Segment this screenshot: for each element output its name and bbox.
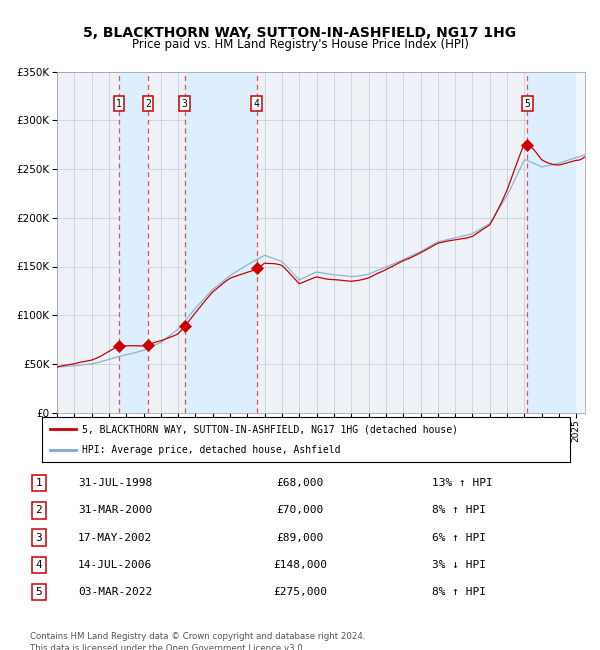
Bar	[119, 72, 148, 413]
Text: £148,000: £148,000	[273, 560, 327, 570]
Bar	[577, 72, 585, 413]
Text: 2: 2	[145, 99, 151, 109]
Text: 1: 1	[116, 99, 122, 109]
Text: HPI: Average price, detached house, Ashfield: HPI: Average price, detached house, Ashf…	[82, 445, 340, 456]
Text: 5: 5	[35, 587, 43, 597]
Bar	[527, 72, 585, 413]
Bar	[185, 72, 257, 413]
Text: £89,000: £89,000	[277, 532, 323, 543]
Text: 8% ↑ HPI: 8% ↑ HPI	[432, 587, 486, 597]
Text: 13% ↑ HPI: 13% ↑ HPI	[432, 478, 493, 488]
Text: 31-JUL-1998: 31-JUL-1998	[78, 478, 152, 488]
Text: £275,000: £275,000	[273, 587, 327, 597]
Text: 17-MAY-2002: 17-MAY-2002	[78, 532, 152, 543]
Text: 31-MAR-2000: 31-MAR-2000	[78, 505, 152, 515]
Text: 14-JUL-2006: 14-JUL-2006	[78, 560, 152, 570]
Text: Contains HM Land Registry data © Crown copyright and database right 2024.
This d: Contains HM Land Registry data © Crown c…	[30, 632, 365, 650]
Text: 4: 4	[35, 560, 43, 570]
Text: 3: 3	[182, 99, 188, 109]
Text: 2: 2	[35, 505, 43, 515]
Text: Price paid vs. HM Land Registry's House Price Index (HPI): Price paid vs. HM Land Registry's House …	[131, 38, 469, 51]
Text: £70,000: £70,000	[277, 505, 323, 515]
Text: 1: 1	[35, 478, 43, 488]
Text: £68,000: £68,000	[277, 478, 323, 488]
Text: 5: 5	[524, 99, 530, 109]
Text: 8% ↑ HPI: 8% ↑ HPI	[432, 505, 486, 515]
Text: 4: 4	[254, 99, 260, 109]
Text: 6% ↑ HPI: 6% ↑ HPI	[432, 532, 486, 543]
Text: 03-MAR-2022: 03-MAR-2022	[78, 587, 152, 597]
Text: 3: 3	[35, 532, 43, 543]
Text: 5, BLACKTHORN WAY, SUTTON-IN-ASHFIELD, NG17 1HG (detached house): 5, BLACKTHORN WAY, SUTTON-IN-ASHFIELD, N…	[82, 424, 458, 434]
Text: 3% ↓ HPI: 3% ↓ HPI	[432, 560, 486, 570]
Text: 5, BLACKTHORN WAY, SUTTON-IN-ASHFIELD, NG17 1HG: 5, BLACKTHORN WAY, SUTTON-IN-ASHFIELD, N…	[83, 26, 517, 40]
